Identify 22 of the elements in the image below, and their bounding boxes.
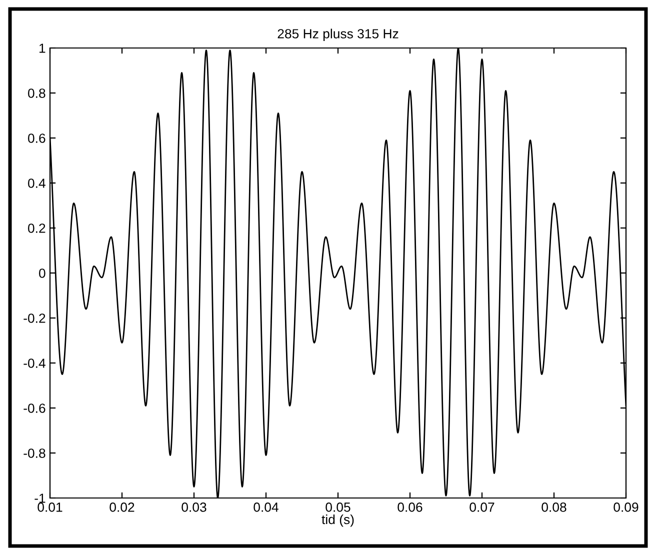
y-tick-label: -0.6 [24,404,46,413]
chart-title: 285 Hz pluss 315 Hz [278,28,398,42]
x-tick-label: 0.02 [110,502,134,512]
x-tick-label: 0.05 [326,502,350,512]
y-tick-label: 1 [40,44,46,53]
x-axis-title: tid (s) [322,514,354,527]
x-tick-label: 0.04 [254,502,278,512]
y-tick-label: -0.4 [24,358,46,368]
y-tick-label: -0.8 [24,448,46,458]
y-tick-label: -0.2 [24,314,46,323]
x-tick-label: 0.08 [542,502,566,512]
x-tick-label: 0.09 [614,502,638,512]
y-tick-label: 0 [39,268,46,278]
y-tick-label: -1 [34,494,46,503]
y-tick-label: 0.8 [28,88,46,98]
x-tick-label: 0.06 [398,502,422,512]
y-tick-label: 0.6 [28,134,46,143]
x-tick-label: 0.03 [182,502,206,512]
y-tick-label: 0.2 [28,224,46,233]
x-tick-label: 0.01 [38,502,62,512]
y-tick-label: 0.4 [28,178,46,188]
x-tick-label: 0.07 [470,502,494,512]
